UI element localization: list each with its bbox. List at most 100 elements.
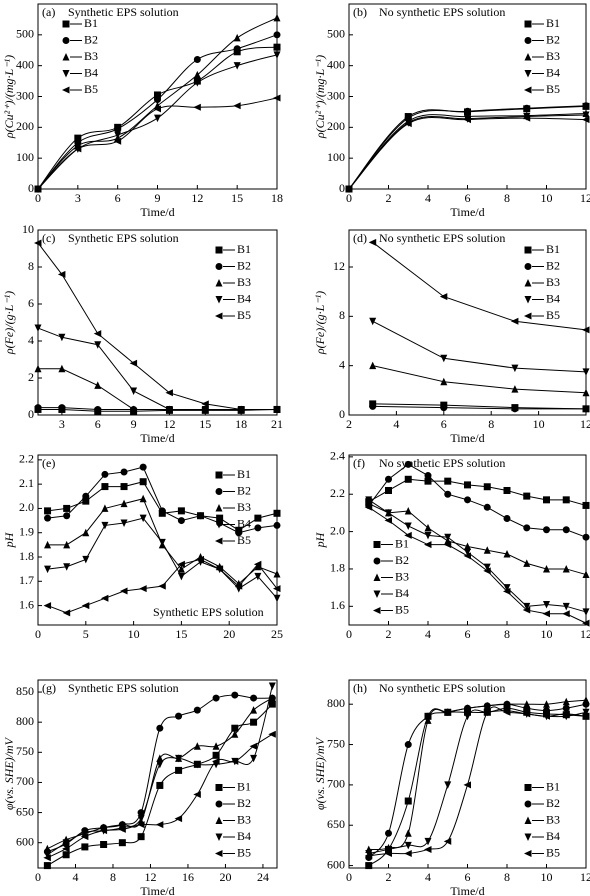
legend-label: B4 [546,291,560,305]
marker [101,483,109,491]
marker [365,849,373,858]
legend-label: B1 [546,242,560,256]
marker [34,239,42,247]
marker [62,845,70,853]
x-tick-label: 24 [257,870,269,884]
marker [404,849,412,857]
marker [82,555,90,564]
marker [43,854,51,862]
panel-label: (c) [42,231,55,245]
y-axis-label: ρ(Fe)/(g·L⁻¹) [2,291,16,355]
x-tick-label: 12 [144,870,156,884]
marker [404,507,412,515]
marker [231,724,239,732]
marker [193,79,201,87]
x-tick-label: 18 [235,417,247,431]
marker [81,602,90,610]
panel-label: (f) [353,456,365,470]
legend-marker [62,86,70,94]
series-line [37,242,277,410]
y-axis-label: ρ(Fe)/(g·L⁻¹) [313,291,327,355]
marker [93,330,102,338]
series-line [368,478,587,506]
plot-frame [37,229,278,416]
legend-label: B4 [237,829,251,843]
marker [58,404,66,412]
marker [215,565,224,573]
marker [463,781,471,789]
marker [582,608,590,616]
marker [154,91,161,99]
marker [273,51,281,59]
y-tick-label: 2.1 [19,476,34,490]
legend-label: B4 [237,516,251,530]
marker [193,790,201,798]
marker [101,504,109,512]
marker [503,486,511,494]
marker [158,538,166,547]
marker [81,843,89,851]
series-line [368,463,587,538]
marker [120,587,128,595]
marker [440,404,448,412]
marker [582,368,590,376]
y-tick-label: 2.4 [330,449,345,463]
legend-marker [524,279,532,287]
marker [464,704,471,712]
marker [503,550,511,558]
marker [250,718,258,726]
y-tick-label: 4 [28,333,34,347]
y-axis-label: ρ(Cu²⁺)/(mg·L⁻¹) [313,55,327,139]
x-tick-label: 10 [541,191,553,205]
marker [58,333,66,342]
x-tick-label: 0 [35,870,41,884]
y-tick-label: 1.7 [19,573,34,587]
marker [523,602,531,611]
marker [212,694,220,702]
marker [233,33,241,42]
marker [385,829,392,837]
marker [100,594,109,602]
x-tick-label: 8 [504,191,510,205]
x-tick-label: 6 [465,870,471,884]
marker [440,354,448,363]
x-axis-label: Time/d [450,431,484,445]
panel-title: No synthetic EPS solution [379,5,505,19]
x-tick-label: 9 [131,417,137,431]
y-tick-label: 8 [28,259,34,273]
marker [503,515,511,523]
marker [439,293,448,301]
marker [268,700,276,708]
legend-marker [373,573,381,581]
marker [562,564,570,573]
marker [404,120,412,128]
panel-title: No synthetic EPS solution [379,681,505,695]
legend-label: B2 [395,553,409,567]
panel-label: (a) [42,5,55,19]
x-axis-label: Time/d [140,205,174,219]
marker [385,845,392,854]
x-tick-label: 4 [72,870,78,884]
marker [404,475,412,483]
marker [130,387,138,395]
marker [137,815,145,823]
marker [463,552,471,560]
x-tick-label: 2 [386,870,392,884]
series-line [372,320,587,373]
x-tick-label: 20 [223,627,235,641]
marker [523,492,531,500]
legend-label: B2 [237,483,251,497]
y-tick-label: 12 [333,259,345,273]
x-tick-label: 8 [504,870,510,884]
marker [582,712,590,720]
x-tick-label: 6 [115,191,121,205]
legend-marker [524,850,532,857]
marker [175,766,183,774]
panel-label: (d) [353,231,367,245]
x-axis-label: Time/d [140,431,174,445]
y-tick-label: 2.0 [330,523,345,537]
x-tick-label: 12 [163,417,175,431]
y-tick-label: 2 [28,370,34,384]
marker [483,546,491,554]
